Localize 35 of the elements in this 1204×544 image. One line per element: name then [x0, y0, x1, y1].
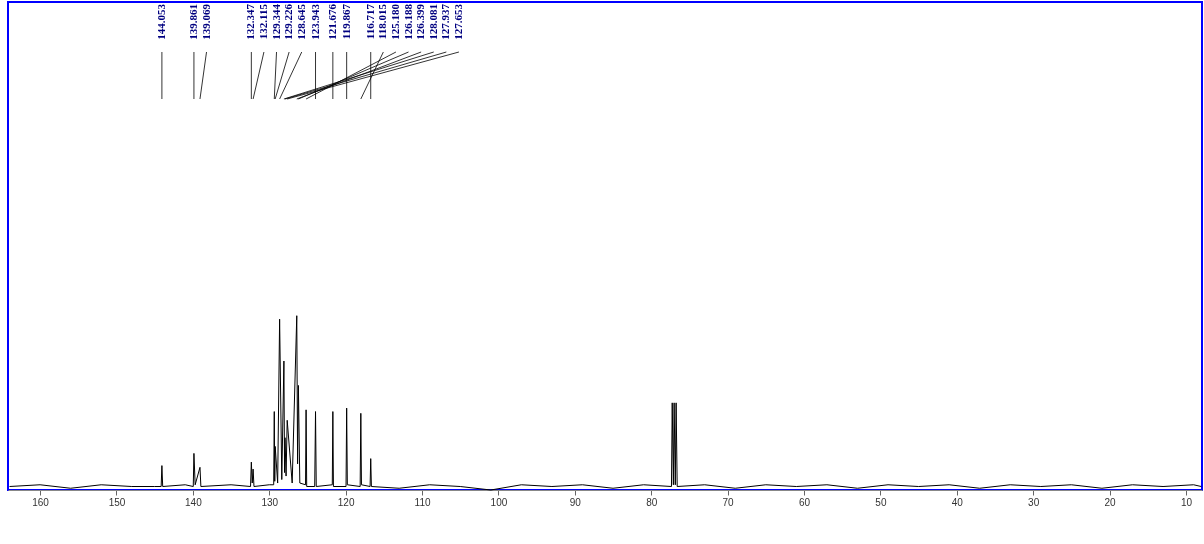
x-tick-label: 80	[646, 496, 658, 508]
annotation: 123.943	[308, 3, 321, 40]
annotation: 127.937	[439, 3, 452, 40]
annotation: 118.015	[376, 3, 389, 40]
x-tick-label: 90	[569, 496, 582, 508]
x-tick-label: 110	[414, 496, 431, 508]
x-tick-label: 50	[875, 496, 887, 508]
annotation: 127.653	[451, 3, 464, 40]
x-tick-label: 120	[337, 496, 355, 508]
x-tick-label: 20	[1104, 496, 1117, 508]
annotation: 116.717	[363, 3, 376, 40]
x-tick-label: 150	[108, 496, 126, 508]
annotation: 129.226	[282, 3, 295, 40]
annotation: 125.180	[388, 3, 401, 40]
annotation: 132.115	[256, 3, 269, 40]
annotation: 126.399	[414, 3, 427, 40]
x-tick-label: 160	[32, 496, 50, 508]
x-tick-label: 10	[1180, 496, 1193, 508]
annotation: 139.861	[186, 4, 199, 40]
annotation: 132.347	[244, 3, 257, 40]
annotation: 144.053	[154, 3, 167, 40]
annotation: 128.081	[426, 4, 439, 40]
annotation: 121.676	[325, 3, 338, 40]
x-tick-label: 60	[798, 496, 811, 508]
annotation: 129.344	[269, 3, 282, 40]
annotation: 119.867	[339, 3, 352, 40]
x-tick-label: 100	[490, 496, 508, 508]
x-tick-label: 40	[951, 496, 964, 508]
x-tick-label: 130	[261, 496, 279, 508]
annotation: 128.645	[294, 3, 307, 40]
x-tick-label: 30	[1028, 496, 1040, 508]
annotation: 139.069	[199, 3, 212, 40]
x-tick-label: 140	[185, 496, 203, 508]
x-tick-label: 70	[722, 496, 735, 508]
annotation: 126.188	[401, 3, 414, 40]
